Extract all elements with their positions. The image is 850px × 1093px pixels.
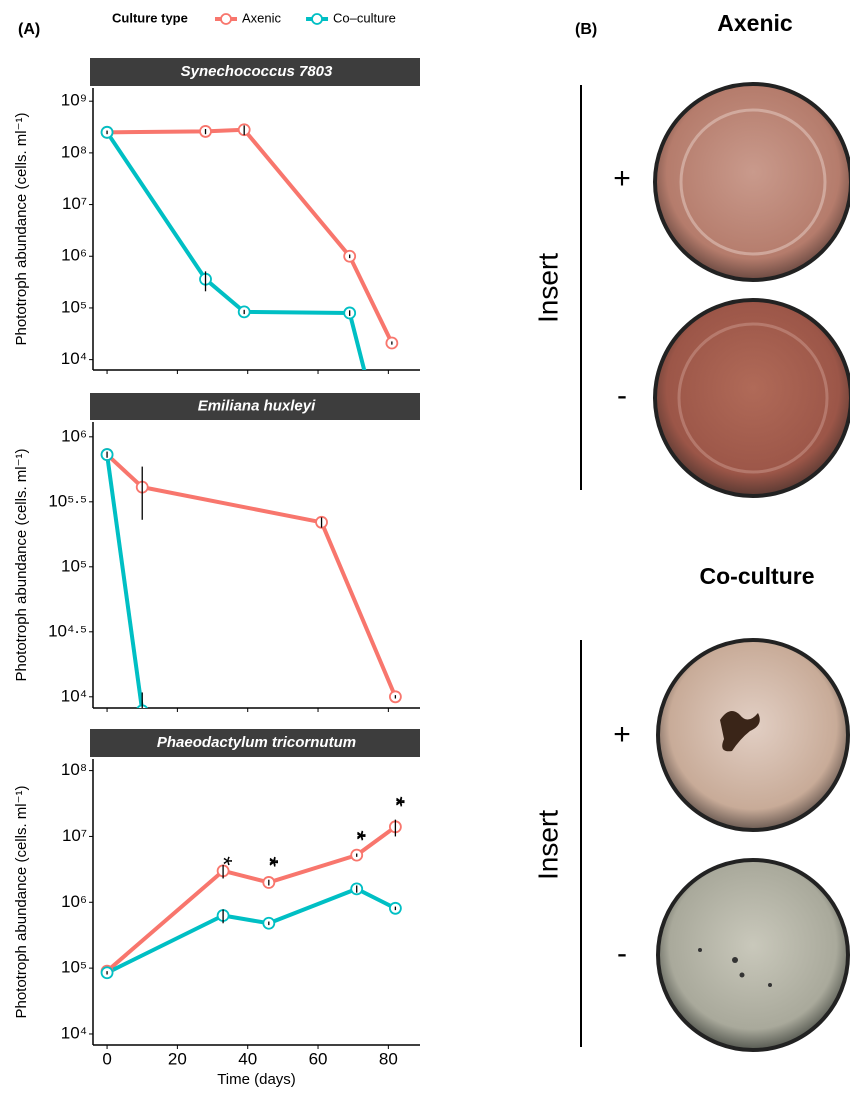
y-axis-label: Phototroph abundance (cells. ml⁻¹): [13, 785, 30, 1018]
significance: **: [343, 830, 370, 840]
strip: [90, 58, 420, 86]
strip-title: Emiliana huxleyi: [198, 397, 316, 414]
y-tick-label: 10⁷: [62, 194, 87, 213]
panel-label: (A): [18, 21, 40, 38]
y-tick-label: 10⁵·⁵: [48, 491, 87, 510]
panel-label: (B): [575, 21, 597, 38]
row-sign: -: [617, 937, 627, 970]
y-tick-label: 10⁶: [61, 246, 87, 265]
plot-area: [100, 819, 402, 980]
strip-title: Synechococcus 7803: [181, 63, 333, 80]
x-axis-label: Time (days): [217, 1071, 296, 1088]
y-tick-label: 10⁴: [61, 686, 87, 705]
well-photo: [656, 858, 850, 1052]
speck: [698, 948, 702, 952]
well-rim: [679, 108, 827, 256]
photo-title: Axenic: [717, 10, 793, 36]
series-line: [106, 886, 397, 975]
y-tick-label: 10⁴: [61, 349, 87, 368]
x-tick-label: 0: [102, 1049, 111, 1068]
y-tick-label: 10⁵: [61, 958, 87, 977]
row-sign: +: [613, 718, 631, 751]
y-tick-label: 10⁸: [61, 142, 87, 161]
speck: [739, 972, 745, 978]
speck: [768, 983, 772, 987]
x-tick-label: 80: [379, 1049, 398, 1068]
y-tick-label: 10⁵: [61, 297, 87, 316]
series-line: [105, 454, 144, 708]
point: [386, 473, 397, 484]
y-tick-label: 10⁴: [61, 1023, 87, 1042]
plot-area: [100, 448, 402, 708]
y-axis-label: Phototroph abundance (cells. ml⁻¹): [13, 112, 30, 345]
y-tick-label: 10⁴·⁵: [48, 621, 87, 640]
row-sign: -: [617, 379, 627, 412]
photo-title: Co-culture: [700, 563, 815, 589]
y-axis-label: Phototroph abundance (cells. ml⁻¹): [13, 448, 30, 681]
legend-label: Co–culture: [333, 10, 396, 25]
row-label: Insert: [532, 253, 563, 323]
legend-marker: [220, 13, 232, 25]
significance: *: [210, 856, 237, 865]
well-rim: [677, 322, 829, 474]
significance: **: [255, 856, 282, 866]
legend-label: Axenic: [242, 10, 282, 25]
x-tick-label: 40: [238, 1049, 257, 1068]
photo-panel: (B) Axenic Insert + - Co-culture Insert …: [532, 10, 850, 1052]
legend-marker: [311, 13, 323, 25]
speck: [732, 957, 738, 963]
plot-area: [100, 123, 399, 484]
well-photo: [653, 82, 850, 282]
significance: **: [382, 796, 409, 806]
strip: [90, 729, 420, 757]
row-label: Insert: [532, 810, 563, 880]
aggregate: [720, 711, 760, 752]
series-line: [105, 453, 398, 698]
well-photo: [653, 298, 850, 498]
x-tick-label: 20: [168, 1049, 187, 1068]
strip-title: Phaeodactylum tricornutum: [157, 734, 356, 751]
row-sign: +: [613, 162, 631, 195]
y-tick-label: 10⁸: [61, 760, 87, 779]
y-tick-label: 10⁹: [61, 91, 87, 110]
charts: (A) Culture type Axenic Co–culture Synecho…: [13, 10, 420, 1088]
well-photo: [656, 638, 850, 832]
y-tick-label: 10⁷: [62, 826, 87, 845]
strip: [90, 393, 420, 420]
y-tick-label: 10⁶: [61, 426, 87, 445]
y-tick-label: 10⁶: [61, 892, 87, 911]
x-tick-label: 60: [309, 1049, 328, 1068]
legend-title: Culture type: [112, 10, 188, 25]
y-tick-label: 10⁵: [61, 556, 87, 575]
series-line: [105, 131, 367, 370]
